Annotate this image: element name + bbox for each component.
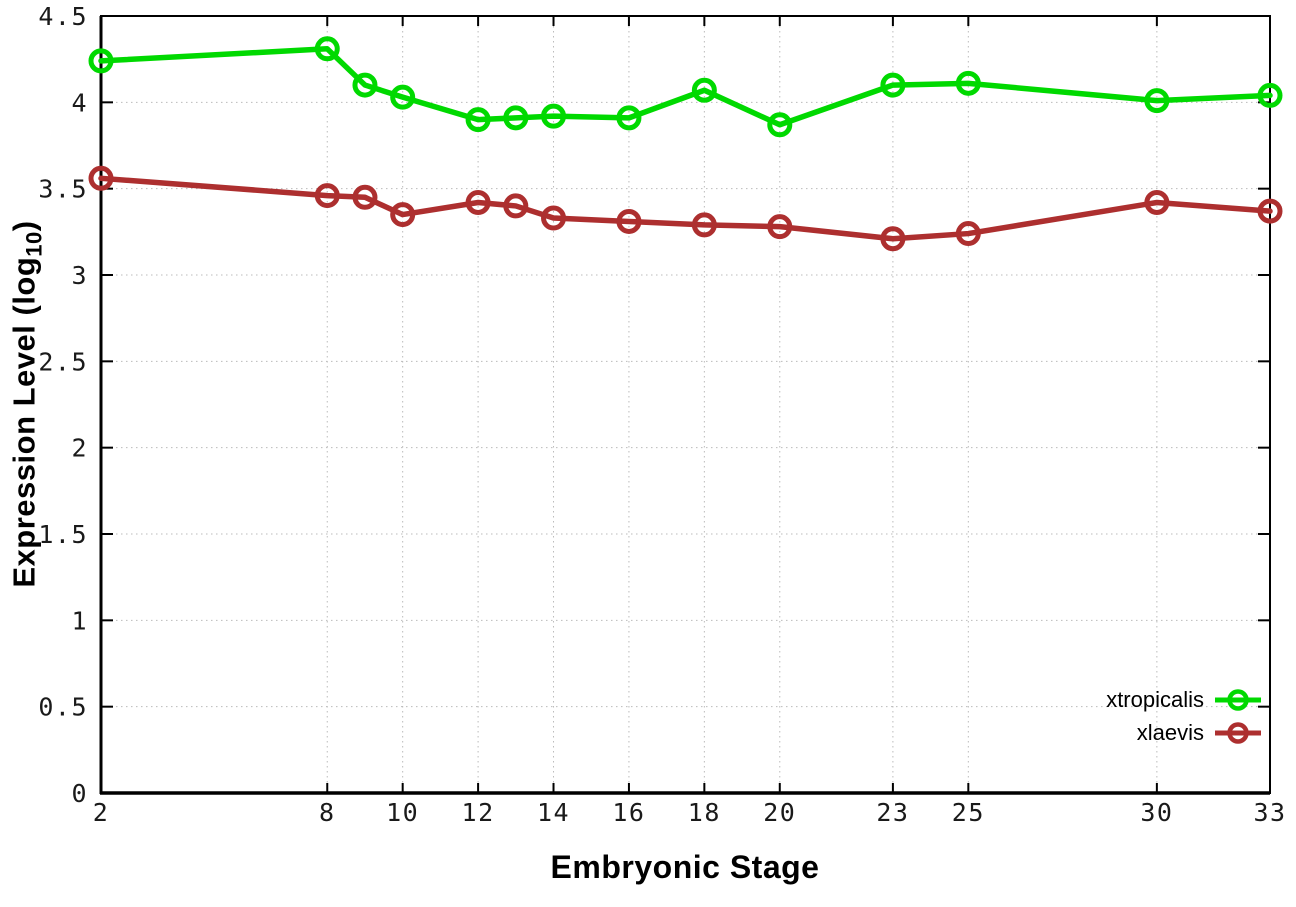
- y-tick-label: 4.5: [38, 2, 88, 31]
- data-point-xtropicalis: [880, 72, 906, 98]
- x-tick-label: 23: [876, 798, 909, 827]
- x-tick-label: 14: [537, 798, 570, 827]
- x-axis-title: Embryonic Stage: [550, 849, 820, 885]
- legend-entry-xlaevis: xlaevis: [1137, 719, 1262, 747]
- y-tick-label: 0: [71, 779, 88, 808]
- y-tick-label: 2: [71, 434, 88, 463]
- data-point-xtropicalis: [1257, 82, 1283, 108]
- x-tick-label: 25: [952, 798, 985, 827]
- legend-line-marker-icon: [1215, 722, 1261, 744]
- data-point-xtropicalis: [503, 105, 529, 131]
- x-tick-label: 20: [763, 798, 796, 827]
- data-point-xlaevis: [88, 165, 114, 191]
- legend-label: xtropicalis: [1106, 687, 1204, 712]
- y-tick-label: 4: [71, 88, 88, 117]
- series-line-xlaevis: [98, 175, 1273, 242]
- data-point-xlaevis: [1257, 198, 1283, 224]
- x-tick-label: 16: [612, 798, 645, 827]
- data-point-xtropicalis: [314, 36, 340, 62]
- data-point-xtropicalis: [691, 77, 717, 103]
- data-point-xlaevis: [465, 189, 491, 215]
- y-axis-title-subscript: 10: [21, 231, 47, 257]
- data-point-xlaevis: [616, 208, 642, 234]
- y-tick-label: 1.5: [38, 520, 88, 549]
- data-point-xtropicalis: [390, 84, 416, 110]
- data-point-xtropicalis: [465, 107, 491, 133]
- data-point-xlaevis: [541, 205, 567, 231]
- data-point-xlaevis: [1144, 189, 1170, 215]
- y-tick-label: 0.5: [38, 693, 88, 722]
- data-point-xtropicalis: [541, 103, 567, 129]
- legend: xtropicalis xlaevis: [1106, 686, 1262, 747]
- data-point-xtropicalis: [88, 48, 114, 74]
- y-axis-title-close: ): [6, 220, 42, 232]
- data-point-xtropicalis: [955, 70, 981, 96]
- data-point-xtropicalis: [352, 72, 378, 98]
- data-point-xtropicalis: [1144, 88, 1170, 114]
- x-tick-label: 8: [319, 798, 336, 827]
- data-point-xlaevis: [390, 202, 416, 228]
- x-tick-label: 33: [1253, 798, 1286, 827]
- x-tick-label: 10: [386, 798, 419, 827]
- y-tick-label: 1: [71, 606, 88, 635]
- series-line-xtropicalis: [98, 46, 1273, 128]
- plot-border: [100, 15, 1271, 794]
- data-point-xlaevis: [691, 212, 717, 238]
- y-axis-title-main: Expression Level (log: [6, 256, 42, 588]
- data-point-xlaevis: [955, 221, 981, 247]
- y-tick-label: 3.5: [38, 175, 88, 204]
- legend-line-marker-icon: [1215, 689, 1261, 711]
- data-point-xtropicalis: [767, 112, 793, 138]
- legend-label: xlaevis: [1136, 720, 1204, 745]
- y-tick-label: 3: [71, 261, 88, 290]
- x-tick-label: 2: [93, 798, 110, 827]
- data-point-xlaevis: [880, 226, 906, 252]
- data-point-xlaevis: [352, 184, 378, 210]
- data-point-xlaevis: [314, 183, 340, 209]
- legend-entry-xtropicalis: xtropicalis: [1106, 686, 1262, 714]
- y-axis-title: Expression Level (log10): [7, 220, 48, 587]
- x-tick-label: 12: [462, 798, 495, 827]
- data-point-xlaevis: [503, 193, 529, 219]
- x-tick-label: 30: [1140, 798, 1173, 827]
- data-point-xtropicalis: [616, 105, 642, 131]
- data-point-xlaevis: [767, 214, 793, 240]
- y-tick-label: 2.5: [38, 347, 88, 376]
- x-tick-label: 18: [688, 798, 721, 827]
